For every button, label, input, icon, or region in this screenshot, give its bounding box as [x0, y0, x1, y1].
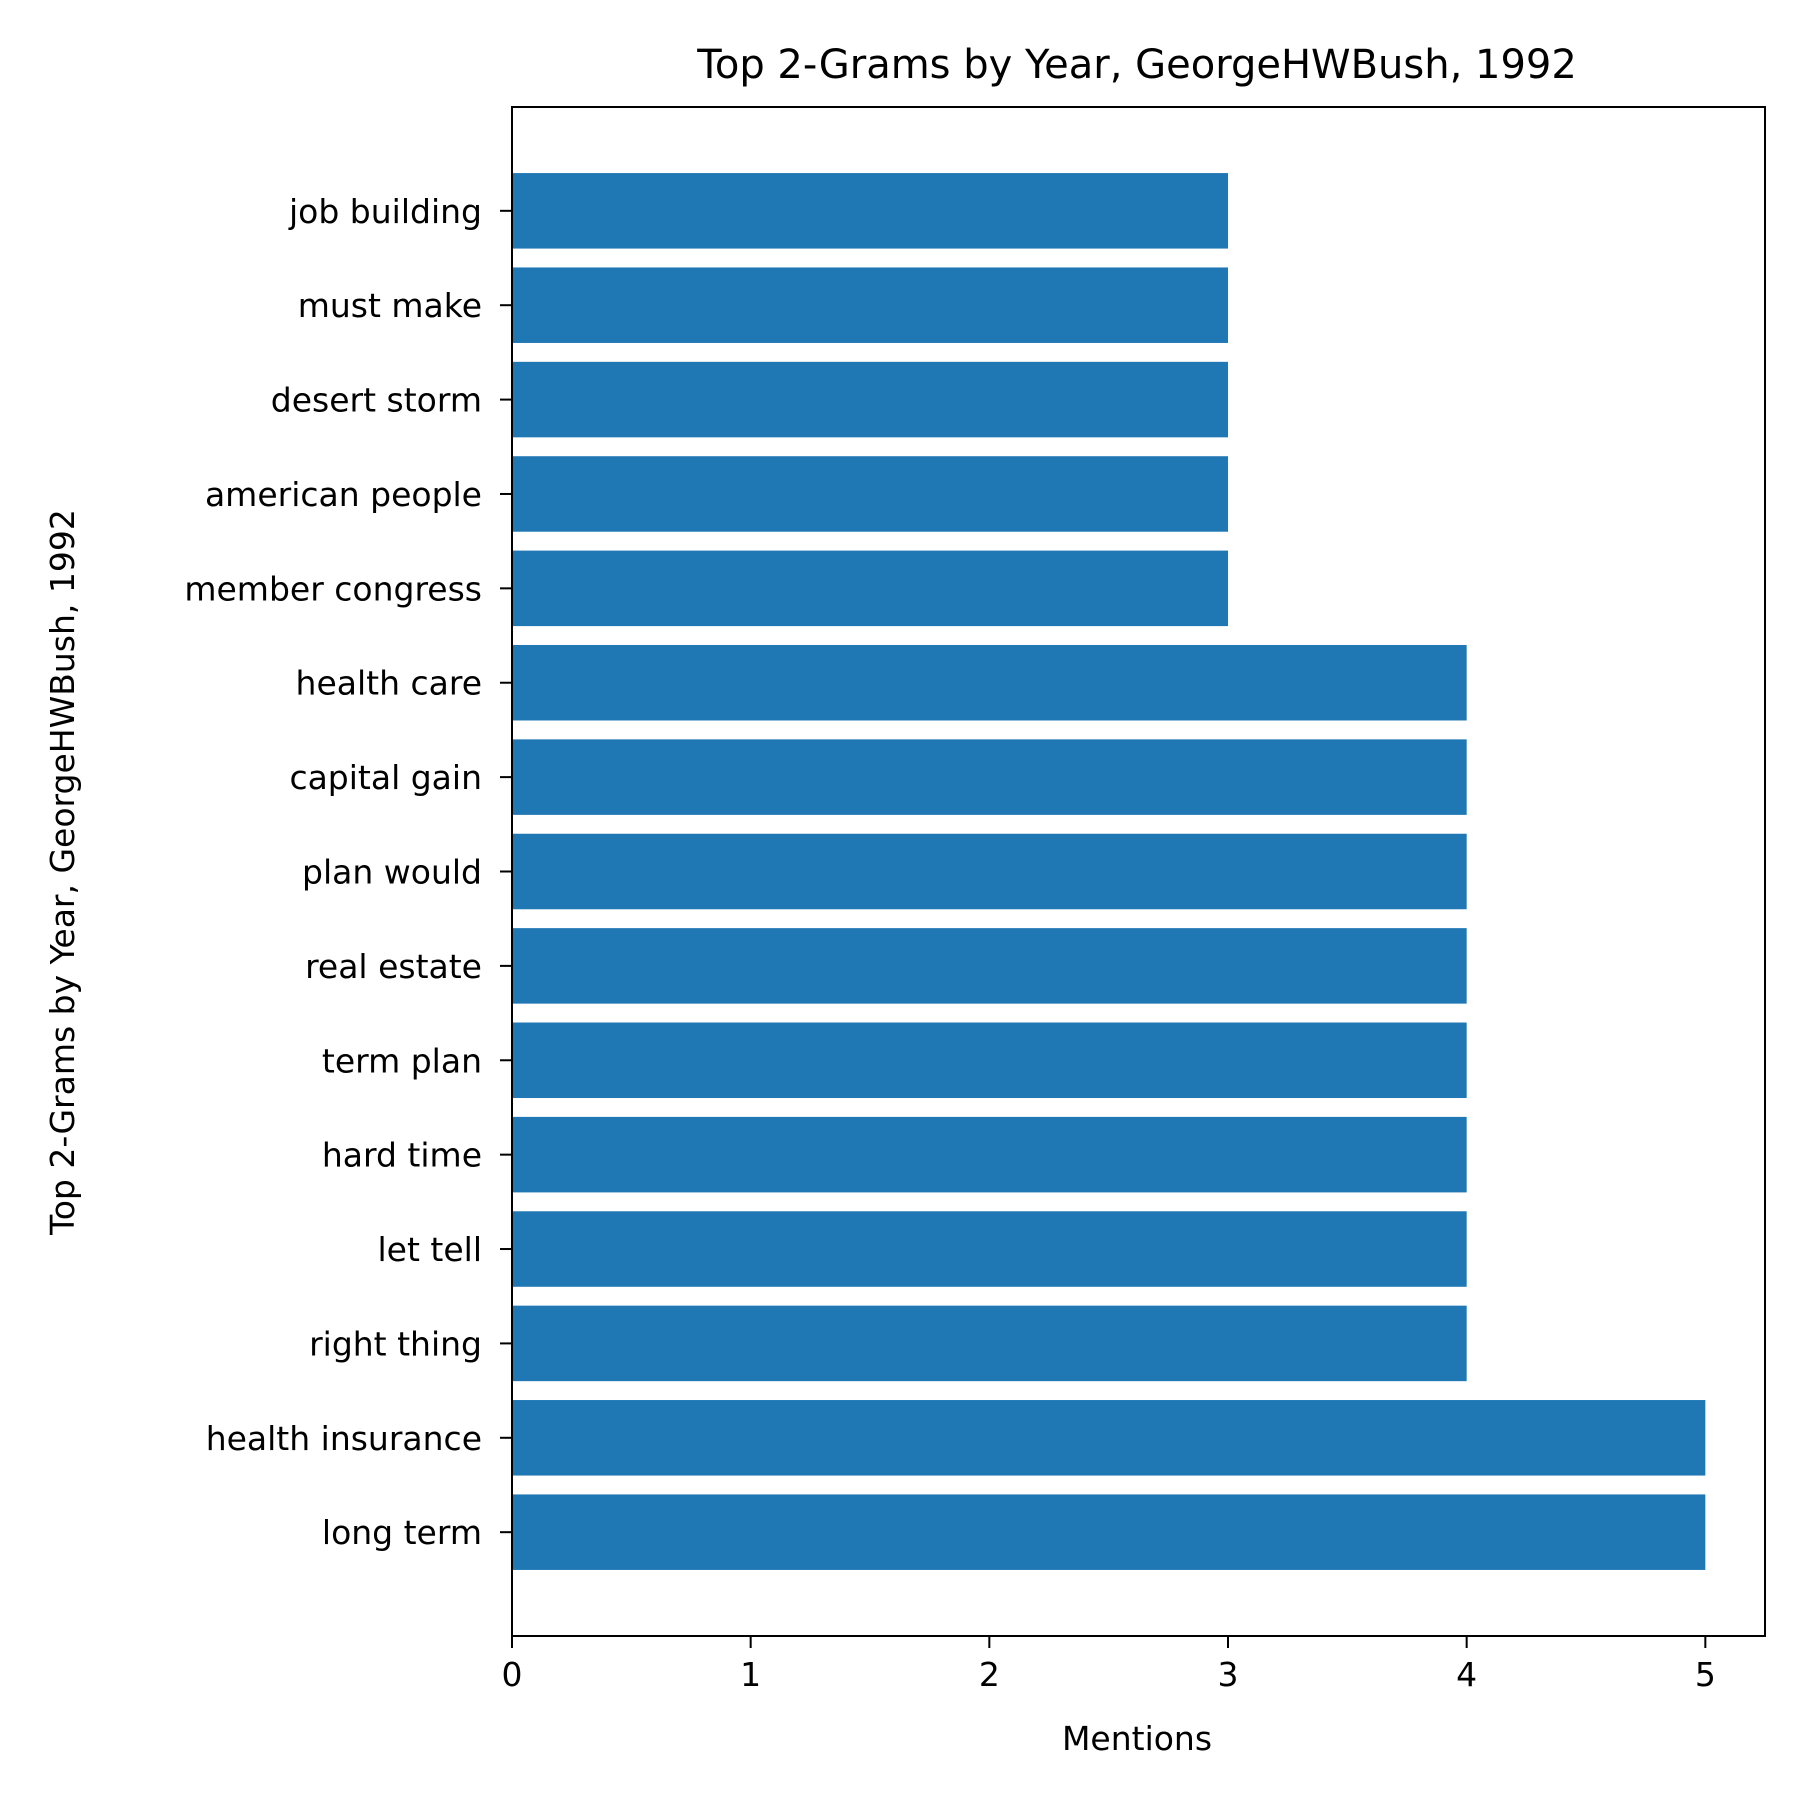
x-tick-label: 1: [740, 1655, 761, 1694]
bar: [512, 1400, 1706, 1476]
bar: [512, 550, 1228, 627]
y-tick-label: real estate: [305, 947, 482, 986]
y-tick-label: member congress: [184, 569, 482, 608]
y-axis-ticks: long term health insurance right thing let …: [184, 192, 512, 1552]
y-tick-label: capital gain: [289, 758, 482, 797]
x-tick-label: 0: [502, 1655, 523, 1694]
y-tick-label: right thing: [309, 1324, 482, 1363]
bar: [512, 361, 1228, 438]
y-tick-label: health insurance: [206, 1419, 482, 1458]
bar: [512, 173, 1228, 249]
y-tick-label: health care: [296, 664, 482, 703]
x-axis-ticks: 0 1 2 3 4 5: [502, 1636, 1716, 1694]
y-tick-label: long term: [322, 1513, 482, 1552]
bar: [512, 456, 1228, 532]
y-tick-label: desert storm: [271, 381, 482, 420]
x-tick-label: 4: [1456, 1655, 1477, 1694]
x-tick-label: 3: [1218, 1655, 1239, 1694]
bar: [512, 1116, 1467, 1193]
y-tick-label: plan would: [302, 853, 482, 892]
bar: [512, 267, 1228, 343]
bar: [512, 1022, 1467, 1099]
bar: [512, 928, 1467, 1004]
bars-layer: [512, 173, 1706, 1570]
bar: [512, 1305, 1467, 1382]
bar: [512, 1494, 1706, 1570]
y-axis-label: Top 2-Grams by Year, GeorgeHWBush, 1992: [43, 509, 82, 1236]
x-axis-label: Mentions: [1062, 1719, 1212, 1758]
x-tick-label: 2: [979, 1655, 1000, 1694]
y-tick-label: must make: [298, 286, 482, 325]
chart-title: Top 2-Grams by Year, GeorgeHWBush, 1992: [696, 42, 1577, 88]
y-tick-label: term plan: [322, 1041, 482, 1080]
y-tick-label: let tell: [378, 1230, 482, 1269]
bar: [512, 833, 1467, 910]
y-tick-label: hard time: [322, 1136, 482, 1175]
bar: [512, 1211, 1467, 1287]
x-tick-label: 5: [1695, 1655, 1716, 1694]
bar: [512, 739, 1467, 815]
y-tick-label: american people: [205, 475, 482, 514]
bar: [512, 644, 1467, 721]
y-tick-label: job building: [288, 192, 482, 231]
plot-frame: [511, 106, 1766, 1637]
